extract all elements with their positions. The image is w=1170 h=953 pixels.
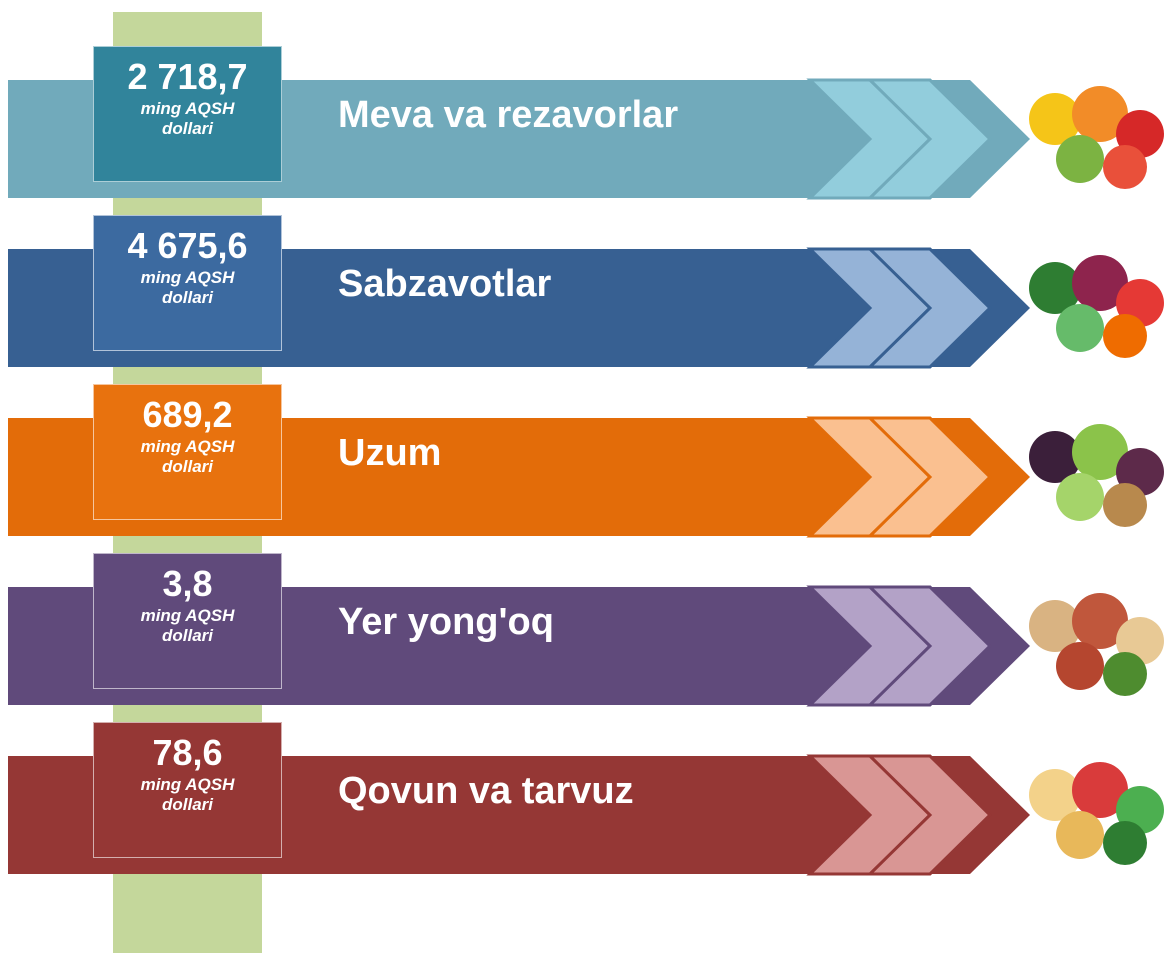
value: 4 675,6 [94, 226, 281, 266]
value: 2 718,7 [94, 57, 281, 97]
value: 78,6 [94, 733, 281, 773]
unit: ming AQSH dollari [123, 268, 253, 308]
unit: ming AQSH dollari [123, 606, 253, 646]
food-item [1056, 304, 1104, 352]
category-label: Sabzavotlar [338, 262, 551, 306]
food-item [1056, 473, 1104, 521]
category-label: Yer yong'oq [338, 600, 554, 644]
food-item [1103, 314, 1147, 358]
category-label: Qovun va tarvuz [338, 769, 634, 813]
value: 689,2 [94, 395, 281, 435]
value: 3,8 [94, 564, 281, 604]
unit: ming AQSH dollari [123, 437, 253, 477]
food-item [1103, 652, 1147, 696]
unit: ming AQSH dollari [123, 775, 253, 815]
food-item [1103, 483, 1147, 527]
category-label: Uzum [338, 431, 441, 475]
food-item [1056, 642, 1104, 690]
food-picture [1029, 86, 1164, 189]
category-label: Meva va rezavorlar [338, 93, 678, 137]
food-picture [1029, 762, 1164, 865]
unit: ming AQSH dollari [123, 99, 253, 139]
food-item [1103, 821, 1147, 865]
food-picture [1029, 593, 1164, 696]
food-item [1056, 135, 1104, 183]
food-item [1056, 811, 1104, 859]
food-picture [1029, 255, 1164, 358]
food-item [1103, 145, 1147, 189]
infographic: 2 718,7ming AQSH dollariMeva va rezavorl… [0, 0, 1170, 953]
food-picture [1029, 424, 1164, 527]
